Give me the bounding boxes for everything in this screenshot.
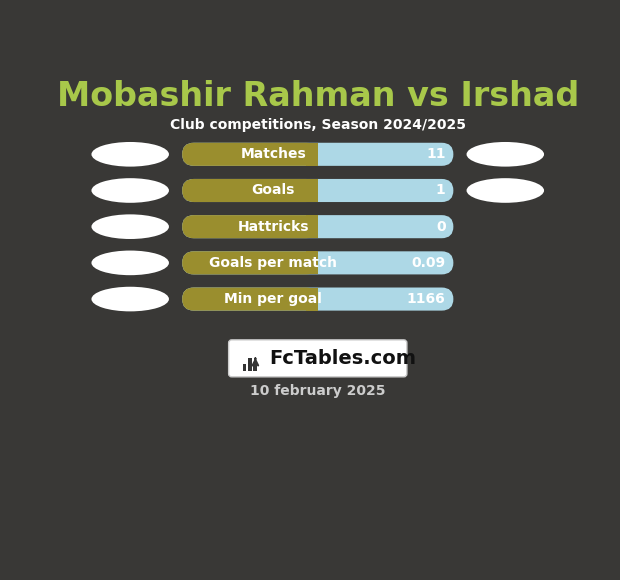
Text: Matches: Matches	[241, 147, 306, 161]
Bar	[306, 215, 317, 238]
Bar	[306, 251, 317, 274]
FancyBboxPatch shape	[182, 251, 453, 274]
Text: Mobashir Rahman vs Irshad: Mobashir Rahman vs Irshad	[56, 80, 579, 113]
Ellipse shape	[92, 178, 169, 203]
FancyBboxPatch shape	[182, 143, 317, 166]
Bar	[242, 364, 247, 371]
Ellipse shape	[92, 215, 169, 239]
Bar	[248, 358, 252, 371]
Text: 1166: 1166	[407, 292, 446, 306]
Ellipse shape	[92, 142, 169, 166]
Text: 0: 0	[436, 220, 446, 234]
FancyBboxPatch shape	[182, 143, 453, 166]
Bar	[306, 143, 317, 166]
Bar	[306, 288, 317, 311]
FancyBboxPatch shape	[182, 288, 317, 311]
Ellipse shape	[467, 142, 544, 166]
Text: Goals per match: Goals per match	[209, 256, 337, 270]
Text: Goals: Goals	[252, 183, 295, 197]
FancyBboxPatch shape	[182, 215, 453, 238]
FancyBboxPatch shape	[229, 340, 407, 377]
Text: Club competitions, Season 2024/2025: Club competitions, Season 2024/2025	[170, 118, 466, 132]
FancyBboxPatch shape	[182, 179, 317, 202]
Text: 0.09: 0.09	[412, 256, 446, 270]
Ellipse shape	[92, 287, 169, 311]
Bar	[306, 179, 317, 202]
Ellipse shape	[92, 251, 169, 275]
Text: FcTables.com: FcTables.com	[270, 349, 417, 368]
Bar	[254, 362, 257, 371]
FancyBboxPatch shape	[182, 288, 453, 311]
Text: Min per goal: Min per goal	[224, 292, 322, 306]
FancyBboxPatch shape	[182, 251, 317, 274]
FancyBboxPatch shape	[182, 215, 317, 238]
Text: 1: 1	[436, 183, 446, 197]
FancyBboxPatch shape	[182, 179, 453, 202]
Text: 10 february 2025: 10 february 2025	[250, 385, 386, 398]
Text: Hattricks: Hattricks	[237, 220, 309, 234]
Text: 11: 11	[426, 147, 446, 161]
Ellipse shape	[467, 178, 544, 203]
